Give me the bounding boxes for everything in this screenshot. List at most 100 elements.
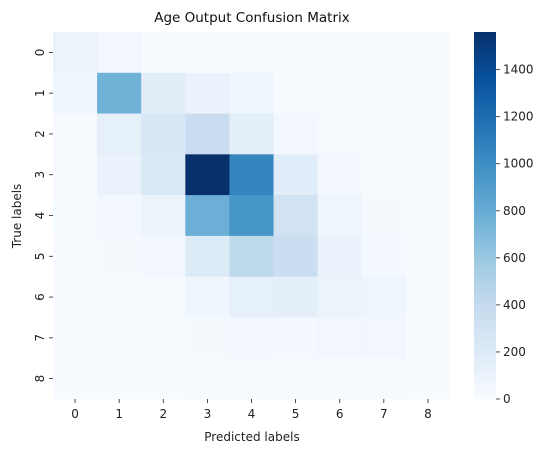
y-tick-label: 5 xyxy=(33,252,47,260)
heatmap-cell xyxy=(141,235,186,278)
heatmap-cell xyxy=(141,195,186,237)
heatmap-cell xyxy=(273,32,319,74)
colorbar-tick-label: 600 xyxy=(503,251,526,265)
heatmap-cell xyxy=(317,195,363,237)
heatmap-cell xyxy=(141,276,186,319)
heatmap-cell xyxy=(97,113,142,155)
y-tick-label: 2 xyxy=(33,130,47,138)
heatmap-cell xyxy=(97,32,142,74)
y-axis-label: True labels xyxy=(10,184,24,250)
heatmap-cell xyxy=(53,72,98,115)
heatmap-cell xyxy=(361,195,407,237)
heatmap-cell xyxy=(273,276,319,319)
chart-title: Age Output Confusion Matrix xyxy=(154,10,350,26)
heatmap-cell xyxy=(53,154,98,196)
heatmap-cell xyxy=(185,317,231,359)
heatmap-cell xyxy=(361,276,407,319)
x-tick-labels: 0 1 2 3 4 5 6 7 8 xyxy=(71,399,432,421)
heatmap-cell xyxy=(53,358,98,400)
heatmap-cell xyxy=(405,113,451,155)
heatmap-cell xyxy=(273,72,319,115)
heatmap-cell xyxy=(317,154,363,196)
heatmap-cell xyxy=(185,72,231,115)
heatmap-cell xyxy=(405,235,451,278)
colorbar-ticks: 0 200 400 600 800 1000 1200 1400 xyxy=(496,63,534,406)
heatmap-cell xyxy=(53,317,98,359)
y-tick-label: 1 xyxy=(33,89,47,97)
colorbar-tick-label: 800 xyxy=(503,204,526,218)
heatmap-cell xyxy=(405,358,451,400)
heatmap-cell xyxy=(141,113,186,155)
colorbar-tick-label: 200 xyxy=(503,345,526,359)
heatmap-cell xyxy=(229,195,275,237)
heatmap-cell xyxy=(229,72,275,115)
heatmap-cell xyxy=(361,358,407,400)
y-tick-label: 0 xyxy=(33,49,47,57)
heatmap-cell xyxy=(405,154,451,196)
heatmap-cell xyxy=(405,195,451,237)
heatmap-cell xyxy=(273,235,319,278)
heatmap-cell xyxy=(317,72,363,115)
x-tick-label: 6 xyxy=(336,407,344,421)
heatmap-cell xyxy=(317,276,363,319)
heatmap-cell xyxy=(229,113,275,155)
heatmap-cell xyxy=(229,154,275,196)
heatmap-cell xyxy=(97,154,142,196)
heatmap-cell xyxy=(405,32,451,74)
x-tick-label: 2 xyxy=(159,407,167,421)
x-tick-label: 8 xyxy=(424,407,432,421)
heatmap-cell xyxy=(405,317,451,359)
heatmap-cell xyxy=(273,358,319,400)
heatmap-cell xyxy=(317,358,363,400)
x-tick-label: 1 xyxy=(115,407,123,421)
heatmap-cell xyxy=(53,235,98,278)
y-tick-label: 7 xyxy=(33,334,47,342)
heatmap-cell xyxy=(141,32,186,74)
heatmap-cell xyxy=(141,317,186,359)
heatmap-cell xyxy=(317,32,363,74)
heatmap-cell xyxy=(317,235,363,278)
x-tick-label: 5 xyxy=(292,407,300,421)
colorbar-tick-label: 0 xyxy=(503,392,511,406)
heatmap-cell xyxy=(185,154,231,196)
heatmap-cell xyxy=(273,195,319,237)
heatmap-cell xyxy=(361,154,407,196)
x-tick-label: 4 xyxy=(248,407,256,421)
y-tick-labels: 0 1 2 3 4 5 6 7 8 xyxy=(33,49,53,383)
heatmap-cell xyxy=(97,72,142,115)
heatmap-cell xyxy=(185,276,231,319)
heatmap-cell xyxy=(361,235,407,278)
heatmap-cell xyxy=(273,113,319,155)
y-tick-label: 8 xyxy=(33,375,47,383)
heatmap-cell xyxy=(361,113,407,155)
x-tick-label: 3 xyxy=(204,407,212,421)
heatmap-cell xyxy=(229,317,275,359)
y-tick-label: 3 xyxy=(33,171,47,179)
heatmap-cell xyxy=(405,72,451,115)
heatmap-cell xyxy=(317,113,363,155)
heatmap-cell xyxy=(141,358,186,400)
heatmap-cell xyxy=(317,317,363,359)
heatmap-cell xyxy=(273,317,319,359)
heatmap-cell xyxy=(141,72,186,115)
heatmap-cell xyxy=(53,32,98,74)
colorbar-tick-label: 1200 xyxy=(503,110,534,124)
colorbar-tick-label: 400 xyxy=(503,298,526,312)
heatmap-cell xyxy=(229,276,275,319)
heatmap-cell xyxy=(185,358,231,400)
heatmap-cell xyxy=(229,235,275,278)
heatmap-cell xyxy=(185,113,231,155)
heatmap-cell xyxy=(185,235,231,278)
x-tick-label: 7 xyxy=(380,407,388,421)
heatmap-cell xyxy=(97,276,142,319)
heatmap-cell xyxy=(361,317,407,359)
heatmap-cell xyxy=(141,154,186,196)
heatmap-cell xyxy=(53,113,98,155)
y-tick-label: 4 xyxy=(33,212,47,220)
heatmap-cell xyxy=(361,32,407,74)
heatmap-cell xyxy=(97,317,142,359)
heatmap-cells xyxy=(53,32,451,400)
x-axis-label: Predicted labels xyxy=(204,430,299,444)
heatmap-cell xyxy=(97,235,142,278)
